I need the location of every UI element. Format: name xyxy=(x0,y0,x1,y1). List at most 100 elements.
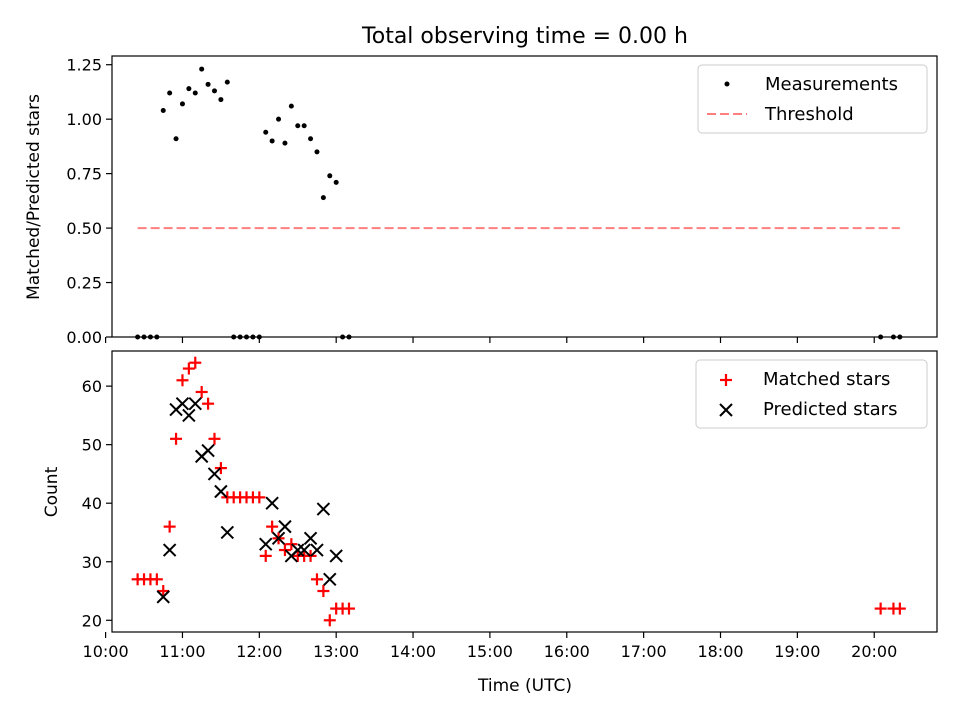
measurements-point xyxy=(160,107,166,113)
matched-stars-point xyxy=(285,538,298,551)
measurements-point xyxy=(327,173,333,179)
matched-stars-point xyxy=(874,602,887,615)
bottom-panel: 20 30 40 50 60 10:00 11:00 12:00 13:00 14:00 15:0… xyxy=(42,350,938,696)
bottom-panel-frame xyxy=(111,350,938,633)
measurements-point xyxy=(263,129,269,135)
predicted-stars-point xyxy=(207,467,222,481)
bottom-legend: Matched stars Predicted stars xyxy=(695,359,928,429)
measurements-point xyxy=(211,88,217,94)
bottom-x-tick-label: 19:00 xyxy=(774,642,820,661)
measurements-point xyxy=(173,136,179,142)
predicted-stars-point xyxy=(259,537,273,551)
top-y-tick-label: 1.00 xyxy=(66,110,102,129)
bottom-x-tick-label: 11:00 xyxy=(159,642,205,661)
matched-stars-point xyxy=(323,614,336,627)
top-y-tick-label: 0.75 xyxy=(66,165,102,184)
predicted-stars-point xyxy=(220,525,235,540)
predicted-stars-point xyxy=(278,519,292,534)
bottom-y-tick-label: 50 xyxy=(82,436,102,455)
predicted-stars-point xyxy=(329,549,343,563)
predicted-stars-point xyxy=(271,531,286,546)
measurements-point xyxy=(269,138,275,144)
matched-stars-legend-label: Matched stars xyxy=(763,369,890,390)
predicted-stars-point xyxy=(291,543,305,557)
predicted-stars-point xyxy=(265,496,279,510)
bottom-y-tick-label: 40 xyxy=(82,494,102,513)
bottom-x-tick-label: 18:00 xyxy=(697,642,743,661)
matched-stars-point xyxy=(342,602,355,615)
bottom-y-tick-label: 30 xyxy=(82,553,102,572)
bottom-x-axis-label: Time (UTC) xyxy=(477,676,572,696)
measurements-point xyxy=(276,116,282,122)
predicted-stars-point xyxy=(156,590,170,604)
measurements-point xyxy=(301,123,307,129)
bottom-plot-area xyxy=(131,356,906,627)
bottom-x-tick-label: 15:00 xyxy=(467,642,513,661)
bottom-legend-box xyxy=(695,359,928,429)
bottom-x-axis: 10:00 11:00 12:00 13:00 14:00 15:00 16:00 17:00… xyxy=(83,632,897,661)
predicted-stars-point xyxy=(182,408,196,423)
bottom-x-tick-label: 10:00 xyxy=(83,642,129,661)
bottom-y-axis: 20 30 40 50 60 xyxy=(82,377,112,630)
predicted-stars-point xyxy=(162,543,177,557)
matched-stars-point xyxy=(176,374,189,387)
matched-stars-point xyxy=(163,520,176,533)
measurements-point xyxy=(295,123,301,129)
matched-stars-point xyxy=(202,397,215,410)
matched-stars-legend-marker xyxy=(720,374,732,386)
measurements-point xyxy=(199,66,205,72)
top-legend: Measurements Threshold xyxy=(697,64,928,134)
predicted-stars-point xyxy=(175,396,190,411)
top-y-axis-label: Matched/Predicted stars xyxy=(24,94,44,300)
matched-stars-point xyxy=(189,356,202,369)
top-legend-box xyxy=(697,64,928,134)
predicted-stars-legend-marker xyxy=(719,403,733,417)
measurements-point xyxy=(192,90,198,96)
bottom-x-tick-label: 14:00 xyxy=(390,642,436,661)
matched-stars-point xyxy=(157,585,170,598)
top-y-tick-label: 1.25 xyxy=(66,56,102,75)
measurements-point xyxy=(224,79,230,85)
top-y-tick-label: 0.50 xyxy=(66,219,102,238)
bottom-x-tick-label: 17:00 xyxy=(621,642,667,661)
matched-stars-point xyxy=(253,491,266,504)
matched-stars-point xyxy=(304,549,317,562)
top-panel: Total observing time = 0.00 h 0.000.250.… xyxy=(24,24,938,347)
top-y-tick-label: 0.00 xyxy=(66,328,102,347)
predicted-stars-point xyxy=(201,443,215,458)
top-panel-title: Total observing time = 0.00 h xyxy=(361,24,688,49)
top-y-tick-label: 0.25 xyxy=(66,274,102,293)
matched-stars-point xyxy=(317,585,330,598)
measurements-point xyxy=(179,101,185,107)
measurements-legend-label: Measurements xyxy=(765,74,898,95)
threshold-legend-label: Threshold xyxy=(764,104,854,125)
bottom-x-tick-label: 16:00 xyxy=(544,642,590,661)
bottom-x-tick-label: 13:00 xyxy=(313,642,359,661)
top-x-axis xyxy=(104,337,875,343)
measurements-legend-marker xyxy=(724,81,730,87)
matched-stars-point xyxy=(266,520,279,533)
bottom-x-tick-label: 12:00 xyxy=(236,642,282,661)
matched-stars-point xyxy=(150,573,163,586)
bottom-x-tick-label: 20:00 xyxy=(851,642,897,661)
measurements-point xyxy=(167,90,173,96)
measurements-point xyxy=(288,103,294,109)
matched-stars-point xyxy=(195,385,208,398)
matched-stars-point xyxy=(259,549,272,562)
predicted-stars-point xyxy=(323,572,337,587)
matched-stars-point xyxy=(170,432,183,445)
predicted-stars-legend-label: Predicted stars xyxy=(763,399,897,420)
measurements-point xyxy=(282,140,288,146)
top-y-axis: 0.00 0.25 0.50 0.75 1.00 1.25 xyxy=(66,56,112,347)
bottom-y-tick-label: 20 xyxy=(82,611,102,630)
measurements-point xyxy=(218,97,224,103)
predicted-stars-point xyxy=(188,396,202,411)
predicted-stars-point xyxy=(297,543,311,557)
predicted-stars-point xyxy=(303,531,318,546)
predicted-stars-point xyxy=(214,484,228,499)
measurements-point xyxy=(308,136,314,142)
bottom-y-tick-label: 60 xyxy=(82,377,102,396)
measurements-point xyxy=(333,179,339,185)
predicted-stars-point xyxy=(316,502,331,516)
